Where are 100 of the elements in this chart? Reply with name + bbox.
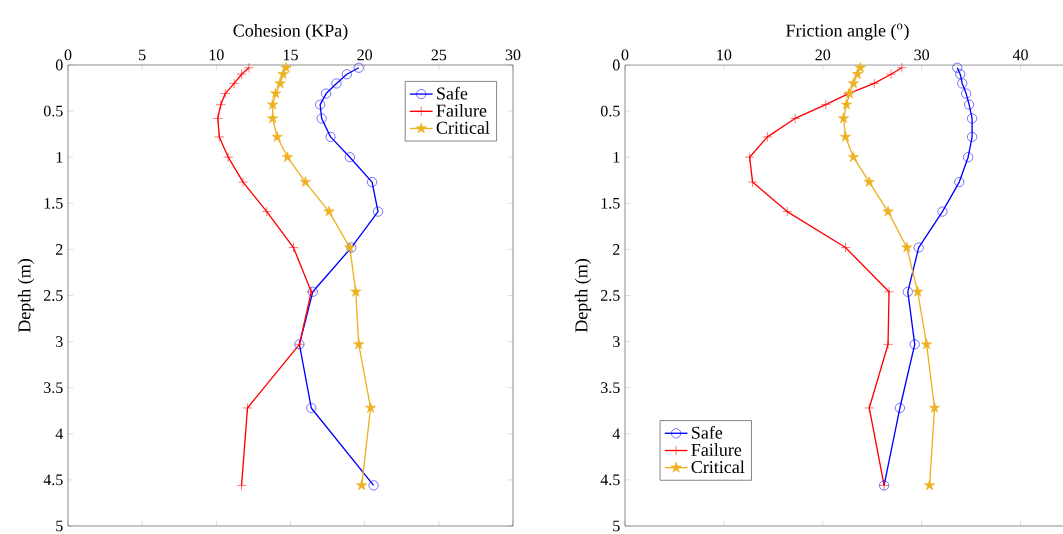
point — [214, 131, 225, 142]
point — [325, 131, 336, 142]
point — [896, 62, 907, 73]
point — [341, 69, 352, 80]
point — [373, 206, 383, 217]
point — [961, 88, 972, 99]
point — [350, 285, 362, 297]
legend-label: Safe — [437, 86, 468, 100]
legend-label: Critical — [436, 121, 490, 134]
point — [837, 112, 850, 124]
point — [321, 88, 332, 99]
point — [315, 99, 326, 110]
point — [847, 77, 860, 89]
point — [744, 152, 755, 163]
point — [281, 151, 294, 162]
point — [353, 62, 364, 73]
point — [299, 176, 311, 187]
y-tick-label: 2.5 — [44, 290, 63, 301]
point — [277, 68, 289, 80]
point — [356, 479, 368, 491]
legend-label: Failure — [691, 443, 742, 456]
point — [288, 242, 299, 253]
point — [820, 99, 831, 110]
y-tick-label: 1.5 — [44, 197, 63, 209]
y-tick-label: 4.5 — [600, 474, 620, 486]
point — [967, 131, 978, 142]
y-tick-label: 2.5 — [601, 290, 620, 301]
y-tick-label: 3 — [613, 336, 620, 347]
y-tick-label: 4 — [612, 428, 621, 440]
point — [957, 78, 968, 89]
y-tick-label: 3.5 — [601, 382, 620, 394]
point — [964, 99, 975, 110]
point — [847, 151, 860, 162]
y-tick-label: 2 — [613, 244, 620, 255]
point — [274, 77, 286, 89]
point — [368, 480, 379, 491]
x-axis-title: Cohesion (KPa) — [233, 24, 348, 41]
point — [902, 286, 913, 297]
point — [839, 131, 852, 142]
point — [921, 338, 933, 350]
x-tick-label: 0 — [64, 49, 72, 61]
point — [353, 338, 365, 350]
y-tick-label: 4 — [55, 428, 64, 440]
point — [212, 113, 223, 124]
point — [229, 78, 240, 89]
point — [937, 206, 948, 217]
point — [236, 69, 247, 80]
point — [952, 62, 963, 73]
point — [864, 403, 875, 413]
point — [323, 205, 335, 217]
point — [331, 78, 342, 89]
point — [242, 403, 253, 413]
point — [854, 61, 866, 73]
point — [912, 285, 924, 297]
y-tick-label: 5 — [56, 520, 63, 532]
point — [782, 206, 793, 217]
point — [747, 177, 758, 188]
point — [367, 177, 378, 188]
y-tick-label: 1 — [56, 151, 63, 163]
point — [955, 69, 966, 80]
point — [963, 152, 974, 163]
point — [863, 176, 875, 187]
point — [884, 286, 894, 297]
point — [215, 99, 226, 110]
point — [882, 205, 894, 217]
y-tick-label: 3.5 — [44, 382, 63, 394]
point — [790, 113, 801, 124]
point — [762, 131, 773, 142]
x-tick-label: 20 — [815, 49, 831, 61]
y-tick-label: 0 — [612, 59, 620, 71]
y-tick-label: 0.5 — [43, 105, 63, 117]
point — [901, 241, 913, 253]
point — [909, 339, 920, 350]
y-axis-title: Depth (m) — [17, 259, 35, 333]
point — [886, 69, 896, 80]
point — [365, 402, 377, 413]
point — [238, 177, 248, 188]
y-axis-title: Depth (m) — [574, 259, 592, 333]
point — [306, 403, 317, 413]
x-tick-label: 25 — [431, 49, 447, 61]
point — [954, 177, 965, 188]
legend-label: Critical — [691, 460, 745, 474]
point — [220, 88, 231, 99]
point — [923, 479, 936, 491]
y-tick-label: 0 — [55, 59, 63, 71]
x-tick-label: 30 — [914, 49, 930, 61]
point — [869, 78, 880, 89]
point — [883, 339, 893, 350]
x-tick-label: 10 — [209, 49, 224, 61]
x-tick-label: 0 — [621, 49, 629, 61]
point — [271, 131, 283, 142]
point — [280, 61, 292, 73]
point — [967, 113, 978, 124]
y-tick-label: 2 — [56, 244, 63, 255]
point — [244, 62, 254, 73]
y-tick-label: 3 — [56, 336, 63, 347]
point — [270, 87, 282, 99]
point — [267, 98, 279, 110]
point — [840, 98, 853, 110]
point — [840, 242, 851, 253]
